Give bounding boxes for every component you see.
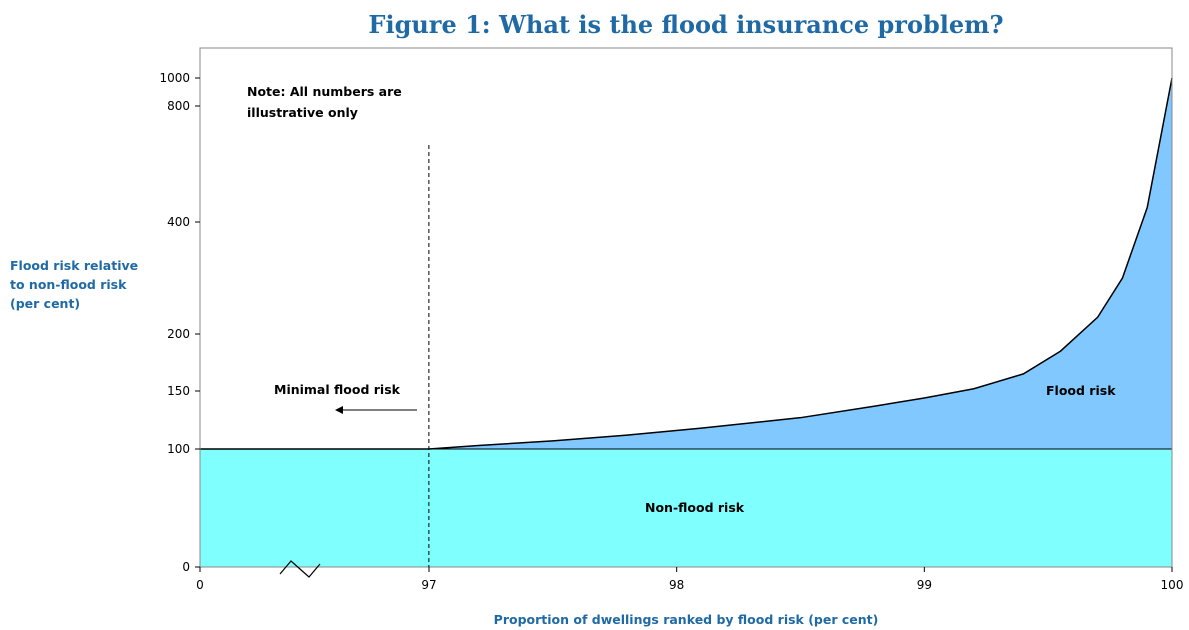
note-text-line: illustrative only	[247, 105, 358, 120]
y-tick-label: 0	[182, 560, 190, 574]
chart-title: Figure 1: What is the flood insurance pr…	[368, 10, 1004, 39]
note-text-line: Note: All numbers are	[247, 84, 402, 99]
x-axis-label: Proportion of dwellings ranked by flood …	[493, 612, 879, 627]
y-tick-label: 100	[167, 442, 190, 456]
x-tick-label: 98	[669, 578, 684, 592]
y-axis-label-line: to non-flood risk	[10, 277, 127, 292]
flood-risk-curve	[200, 77, 1173, 450]
x-tick-label: 0	[196, 578, 204, 592]
non-flood-risk-label: Non-flood risk	[645, 500, 745, 515]
flood-risk-area	[428, 78, 1172, 449]
axis-break-marker	[279, 560, 321, 578]
x-tick-label: 97	[421, 578, 436, 592]
y-tick-label: 150	[167, 384, 190, 398]
y-axis-label: Flood risk relative to non-flood risk (p…	[10, 256, 170, 313]
y-tick-label: 400	[167, 215, 190, 229]
minimal-flood-risk-label: Minimal flood risk	[274, 382, 401, 397]
non-flood-risk-area	[200, 449, 1172, 567]
y-axis-label-line: (per cent)	[10, 296, 81, 311]
plot-frame	[199, 47, 1173, 568]
y-tick-label: 800	[167, 99, 190, 113]
flood-risk-label: Flood risk	[1046, 383, 1116, 398]
x-tick-label: 99	[917, 578, 932, 592]
x-tick-label: 100	[1161, 578, 1184, 592]
y-tick-label: 200	[167, 327, 190, 341]
y-tick-label: 1000	[159, 71, 190, 85]
y-axis-label-line: Flood risk relative	[10, 258, 139, 273]
